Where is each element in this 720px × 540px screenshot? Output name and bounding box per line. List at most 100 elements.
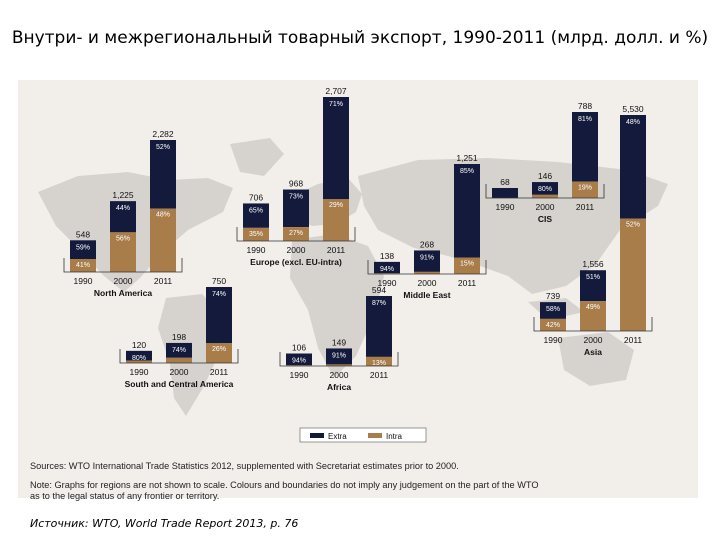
world-map-chart: 548 59% 41% 1990 1,225 44% 56% 2000 2,282 52% 48% 2… [38, 86, 668, 443]
bar-intra-south-and-central-america-2000 [166, 357, 192, 363]
region-name-europe-excl-eu-intra: Europe (excl. EU-intra) [250, 257, 342, 267]
region-bar-groups: 548 59% 41% 1990 1,225 44% 56% 2000 2,282 52% 48% 2… [63, 86, 653, 392]
total-label-europe-excl-eu-intra-2000: 968 [289, 179, 303, 189]
region-name-cis: CIS [538, 214, 553, 224]
year-label-africa-1990: 1990 [290, 370, 309, 380]
region-bracket-asia [533, 317, 653, 332]
year-label-south-and-central-america-2011: 2011 [210, 367, 229, 377]
intra-pct-asia-2000: 49% [586, 304, 600, 311]
region-south-and-central-america: 120 80% 1990 198 74% 2000 750 74% 26% 2011 South a… [119, 276, 239, 389]
year-label-cis-2000: 2000 [536, 202, 555, 212]
intra-pct-europe-excl-eu-intra-1990: 35% [249, 231, 263, 238]
region-bracket-south-and-central-america [119, 349, 239, 364]
extra-pct-europe-excl-eu-intra-2000: 73% [289, 194, 303, 201]
intra-pct-africa-2011: 13% [372, 360, 386, 367]
bar-extra-africa-1990 [286, 353, 312, 366]
intra-pct-south-and-central-america-2011: 26% [212, 346, 226, 353]
extra-pct-asia-2011: 48% [626, 119, 640, 126]
year-label-north-america-2011: 2011 [154, 276, 173, 286]
extra-pct-africa-1990: 94% [292, 358, 306, 365]
bar-extra-cis-2011 [572, 112, 598, 182]
bar-extra-middle-east-2011 [454, 164, 480, 258]
extra-pct-north-america-2011: 52% [156, 144, 170, 151]
intra-pct-europe-excl-eu-intra-2011: 29% [329, 202, 343, 209]
total-label-europe-excl-eu-intra-2011: 2,707 [325, 86, 347, 96]
legend-label-extra: Extra [328, 432, 347, 441]
bar-extra-middle-east-1990 [374, 261, 400, 274]
region-europe-excl-eu-intra: 706 65% 35% 1990 968 73% 27% 2000 2,707 71% 29% 201… [236, 86, 356, 267]
total-label-africa-2000: 149 [332, 337, 346, 347]
extra-pct-asia-1990: 58% [546, 306, 560, 313]
extra-pct-south-and-central-america-2000: 74% [172, 347, 186, 354]
extra-pct-middle-east-1990: 94% [380, 266, 394, 273]
bar-extra-north-america-2011 [150, 140, 176, 209]
total-label-africa-1990: 106 [292, 343, 306, 353]
year-label-asia-2000: 2000 [584, 335, 603, 345]
bar-intra-cis-2011 [572, 181, 598, 198]
bar-extra-africa-2011 [366, 296, 392, 357]
extra-pct-north-america-2000: 44% [116, 205, 130, 212]
year-label-middle-east-1990: 1990 [378, 278, 397, 288]
year-label-cis-1990: 1990 [496, 202, 515, 212]
total-label-north-america-2011: 2,282 [152, 129, 174, 139]
total-label-africa-2011: 594 [372, 285, 386, 295]
bar-extra-north-america-1990 [70, 240, 96, 260]
intra-pct-middle-east-2011: 15% [460, 261, 474, 268]
extra-pct-middle-east-2000: 91% [420, 254, 434, 261]
region-bracket-middle-east [367, 260, 487, 275]
bar-intra-north-america-1990 [70, 259, 96, 272]
disclaimer-note-line-1: Note: Graphs for regions are not shown t… [30, 480, 539, 490]
legend-swatch-extra [310, 433, 324, 438]
bar-intra-africa-2000 [326, 364, 352, 366]
region-asia: 739 58% 42% 1990 1,556 51% 49% 2000 5,530 48% 52% 2… [533, 104, 653, 357]
total-label-europe-excl-eu-intra-1990: 706 [249, 192, 263, 202]
intra-pct-asia-2011: 52% [626, 222, 640, 229]
bar-intra-europe-excl-eu-intra-1990 [243, 227, 269, 241]
region-africa: 106 94% 1990 149 91% 2000 594 87% 13% 2011 Africa [279, 285, 399, 392]
extra-pct-south-and-central-america-2011: 74% [212, 291, 226, 298]
bar-intra-north-america-2000 [110, 232, 136, 272]
region-bracket-africa [279, 352, 399, 367]
year-label-asia-1990: 1990 [544, 335, 563, 345]
intra-pct-cis-2011: 19% [578, 185, 592, 192]
bar-intra-asia-1990 [540, 318, 566, 331]
intra-pct-europe-excl-eu-intra-2000: 27% [289, 230, 303, 237]
bar-intra-south-and-central-america-1990 [126, 360, 152, 363]
extra-pct-africa-2000: 91% [332, 352, 346, 359]
intra-pct-north-america-2000: 56% [116, 235, 130, 242]
bar-extra-africa-2000 [326, 348, 352, 365]
bar-extra-asia-2000 [580, 270, 606, 302]
region-bracket-north-america [63, 258, 183, 273]
extra-pct-south-and-central-america-1990: 80% [132, 355, 146, 362]
year-label-south-and-central-america-1990: 1990 [130, 367, 149, 377]
region-north-america: 548 59% 41% 1990 1,225 44% 56% 2000 2,282 52% 48% 2… [63, 129, 183, 298]
bar-extra-north-america-2000 [110, 201, 136, 233]
bar-extra-south-and-central-america-1990 [126, 350, 152, 361]
region-cis: 68 1990 146 80% 2000 788 81% 19% 2011 CIS [485, 101, 605, 224]
bar-extra-europe-excl-eu-intra-2000 [283, 189, 309, 228]
total-label-south-and-central-america-2011: 750 [212, 276, 226, 286]
region-bracket-cis [485, 184, 605, 199]
total-label-cis-1990: 68 [500, 177, 510, 187]
bar-intra-cis-2000 [532, 194, 558, 198]
map-africa [290, 234, 384, 378]
year-label-europe-excl-eu-intra-2011: 2011 [327, 245, 346, 255]
year-label-europe-excl-eu-intra-1990: 1990 [247, 245, 266, 255]
bar-intra-europe-excl-eu-intra-2000 [283, 227, 309, 241]
extra-pct-europe-excl-eu-intra-2011: 71% [329, 101, 343, 108]
year-label-middle-east-2011: 2011 [458, 278, 477, 288]
bar-extra-cis-2000 [532, 182, 558, 195]
bar-extra-asia-2011 [620, 115, 646, 219]
intra-pct-north-america-1990: 41% [76, 262, 90, 269]
extra-pct-cis-2011: 81% [578, 116, 592, 123]
bar-intra-south-and-central-america-2011 [206, 343, 232, 363]
year-label-africa-2011: 2011 [370, 370, 389, 380]
region-middle-east: 138 94% 1990 268 91% 2000 1,251 85% 15% 2011 Middl… [367, 153, 487, 300]
bar-extra-cis-1990 [492, 188, 518, 198]
bar-extra-europe-excl-eu-intra-1990 [243, 203, 269, 228]
bar-extra-asia-1990 [540, 302, 566, 319]
year-label-cis-2011: 2011 [576, 202, 595, 212]
legend: Extra Intra [299, 427, 427, 443]
total-label-asia-2000: 1,556 [582, 259, 604, 269]
bar-intra-asia-2011 [620, 218, 646, 331]
